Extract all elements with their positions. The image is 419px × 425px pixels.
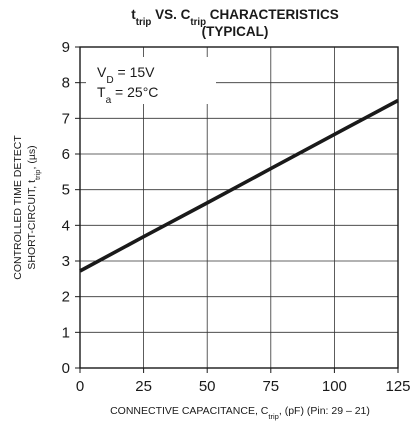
y-tick-label: 3	[62, 253, 70, 270]
y-axis-label-line2: SHORT-CIRCUIT, ttrip, (µs)	[26, 145, 42, 269]
subscript-text: a	[106, 95, 112, 106]
chart-title: ttrip VS. Ctrip CHARACTERISTICS	[131, 7, 339, 28]
x-tick-label: 75	[262, 378, 279, 395]
x-axis-label: CONNECTIVE CAPACITANCE, Ctrip, (pF) (Pin…	[110, 405, 370, 421]
annotation-vd: VD = 15V	[97, 64, 155, 86]
y-tick-label: 4	[62, 217, 70, 234]
y-tick-label: 9	[62, 39, 70, 56]
subscript-text: D	[106, 75, 113, 86]
text-run: = 25°C	[111, 84, 158, 100]
text-run: CHARACTERISTICS	[206, 7, 339, 22]
subscript-text: trip	[33, 170, 42, 180]
y-tick-label: 7	[62, 110, 70, 127]
annotation-box	[86, 57, 216, 104]
text-run: , (µs)	[26, 145, 38, 169]
text-run: SHORT-CIRCUIT, t	[26, 180, 38, 270]
y-tick-label: 6	[62, 146, 70, 163]
subscript-text: trip	[190, 17, 206, 28]
text-run: t	[131, 7, 136, 22]
text-run: T	[97, 84, 106, 100]
x-tick-label: 25	[135, 378, 152, 395]
subscript-text: trip	[268, 412, 278, 421]
x-tick-label: 0	[76, 378, 84, 395]
text-run: = 15V	[114, 64, 156, 80]
subscript-text: trip	[136, 17, 152, 28]
chart-title-line2: (TYPICAL)	[202, 24, 269, 39]
plot-frame	[79, 46, 399, 369]
y-tick-label: 8	[62, 75, 70, 92]
x-tick-label: 125	[385, 378, 410, 395]
series-line	[79, 98, 399, 273]
x-tick-label: 50	[199, 378, 216, 395]
text-run: V	[97, 64, 107, 80]
annotation-ta: Ta = 25°C	[97, 84, 158, 106]
y-tick-label: 1	[62, 324, 70, 341]
text-run: CONNECTIVE CAPACITANCE, C	[110, 405, 269, 417]
x-tick-label: 100	[322, 378, 347, 395]
text-run: , (pF) (Pin: 29 – 21)	[279, 405, 370, 417]
y-tick-label: 5	[62, 182, 70, 199]
y-axis-label: CONTROLLED TIME DETECT	[12, 135, 24, 280]
y-tick-label: 0	[62, 360, 70, 377]
y-tick-label: 2	[62, 289, 70, 306]
text-run: VS. C	[151, 7, 190, 22]
